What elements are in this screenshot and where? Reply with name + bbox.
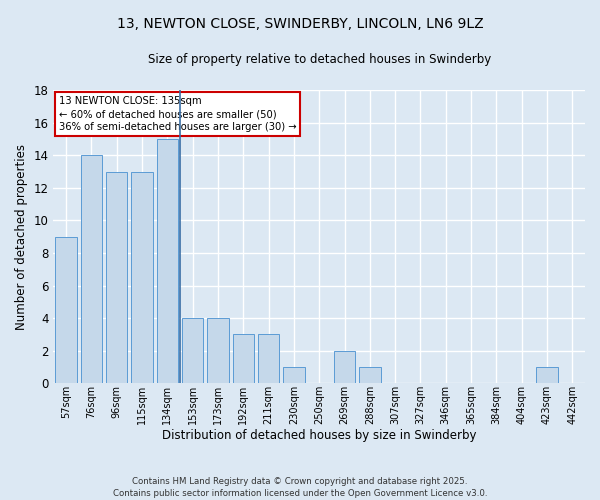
Bar bbox=[536, 367, 558, 383]
Bar bbox=[131, 172, 153, 383]
Bar bbox=[182, 318, 203, 383]
Y-axis label: Number of detached properties: Number of detached properties bbox=[15, 144, 28, 330]
Text: Contains HM Land Registry data © Crown copyright and database right 2025.
Contai: Contains HM Land Registry data © Crown c… bbox=[113, 476, 487, 498]
Bar bbox=[106, 172, 127, 383]
Bar bbox=[233, 334, 254, 383]
Bar bbox=[258, 334, 280, 383]
Title: Size of property relative to detached houses in Swinderby: Size of property relative to detached ho… bbox=[148, 52, 491, 66]
Bar bbox=[55, 236, 77, 383]
Text: 13, NEWTON CLOSE, SWINDERBY, LINCOLN, LN6 9LZ: 13, NEWTON CLOSE, SWINDERBY, LINCOLN, LN… bbox=[116, 18, 484, 32]
Bar bbox=[80, 156, 102, 383]
Bar bbox=[334, 350, 355, 383]
X-axis label: Distribution of detached houses by size in Swinderby: Distribution of detached houses by size … bbox=[162, 430, 476, 442]
Bar bbox=[207, 318, 229, 383]
Bar bbox=[359, 367, 380, 383]
Bar bbox=[157, 139, 178, 383]
Bar bbox=[283, 367, 305, 383]
Text: 13 NEWTON CLOSE: 135sqm
← 60% of detached houses are smaller (50)
36% of semi-de: 13 NEWTON CLOSE: 135sqm ← 60% of detache… bbox=[59, 96, 296, 132]
